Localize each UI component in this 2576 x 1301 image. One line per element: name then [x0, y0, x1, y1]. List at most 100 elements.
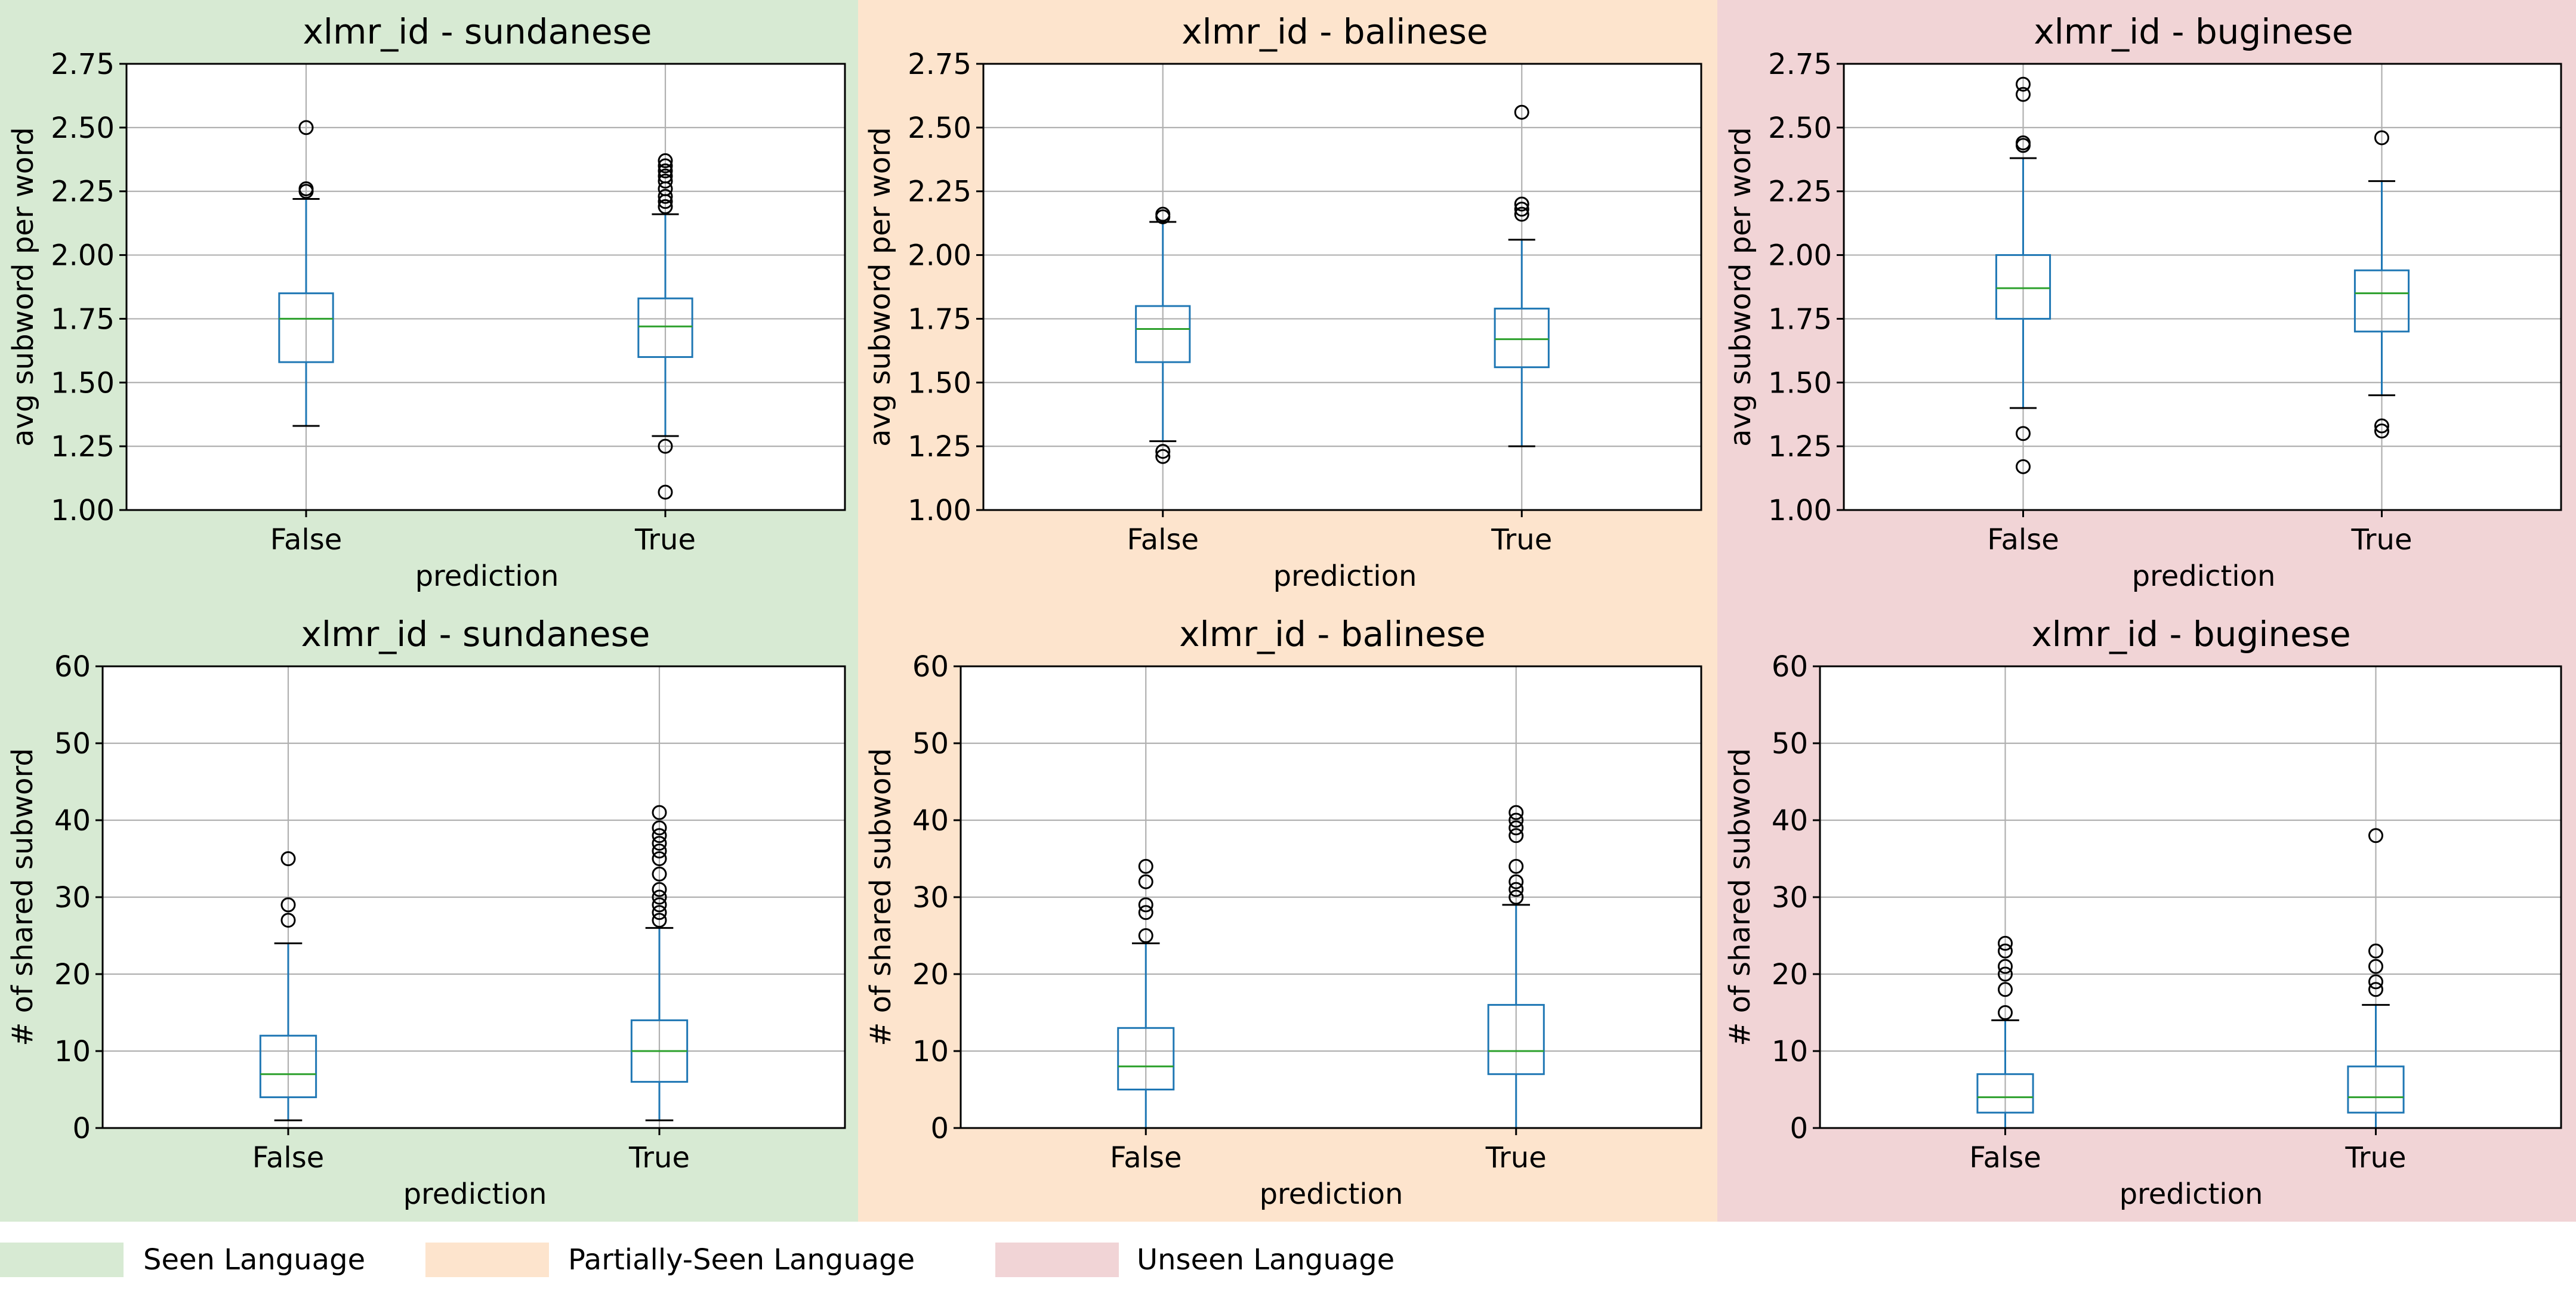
y-tick-label: 1.00	[51, 494, 115, 527]
y-tick-label: 1.25	[51, 430, 115, 463]
outlier-point	[658, 168, 673, 184]
plot-area	[983, 64, 1701, 510]
box-false	[1995, 76, 2051, 474]
x-tick-label: False	[252, 1141, 325, 1175]
y-tick-label: 50	[1772, 727, 1808, 761]
outlier-point	[280, 913, 296, 928]
y-tick-label: 1.75	[1768, 302, 1832, 336]
iqr-box	[637, 297, 693, 359]
chart-6: 0 10 20 30 40 50 60 False True prediction # of sha…	[1723, 614, 2562, 1211]
outlier-point	[1998, 1005, 2013, 1020]
outlier-point	[2374, 130, 2389, 146]
y-tick-label: 0	[72, 1112, 91, 1145]
x-axis-label: prediction	[2132, 560, 2276, 593]
outlier-point	[1138, 858, 1153, 874]
x-tick-label: False	[1987, 523, 2059, 557]
outlier-point	[658, 438, 673, 454]
outlier-point	[658, 174, 673, 189]
x-tick-label: False	[1127, 523, 1199, 557]
y-tick-label: 0	[930, 1112, 949, 1145]
outlier-point	[1155, 449, 1171, 464]
y-tick-label: 60	[1772, 650, 1808, 684]
box-false	[278, 120, 334, 427]
outlier-point	[652, 843, 667, 859]
y-tick-label: 2.75	[51, 48, 115, 81]
x-tick-label: False	[1969, 1141, 2041, 1175]
outlier-point	[658, 484, 673, 500]
outlier-point	[2374, 418, 2389, 434]
y-tick-label: 30	[54, 881, 91, 914]
x-axis-label: prediction	[1260, 1178, 1403, 1211]
y-tick-label: 2.25	[1768, 175, 1832, 209]
y-tick-label: 10	[54, 1035, 91, 1068]
legend-label: Seen Language	[143, 1243, 365, 1277]
axes-frame	[982, 63, 1702, 511]
y-tick-label: 1.25	[1768, 430, 1832, 463]
y-tick-label: 2.00	[908, 239, 971, 273]
chart-4: 0 10 20 30 40 50 60 False True prediction # of sha…	[6, 614, 846, 1211]
chart-title: xlmr_id - balinese	[1181, 11, 1488, 52]
y-tick-label: 1.25	[908, 430, 971, 463]
plot-area	[127, 64, 845, 510]
x-tick-label: False	[270, 523, 343, 557]
iqr-box	[259, 1034, 317, 1098]
y-tick-label: 50	[54, 727, 91, 761]
iqr-box	[1135, 305, 1191, 363]
outlier-point	[658, 199, 673, 214]
outlier-point	[1998, 935, 2013, 951]
y-tick-label: 30	[912, 881, 949, 914]
chart-3: 1.00 1.25 1.50 1.75 2.00 2.25 2.50 2.75 False Tru…	[1724, 11, 2562, 593]
y-tick-label: 1.50	[908, 366, 971, 400]
y-tick-label: 20	[912, 958, 949, 991]
iqr-box	[1976, 1073, 2034, 1114]
y-tick-label: 0	[1790, 1112, 1808, 1145]
x-axis-label: prediction	[2120, 1178, 2263, 1211]
x-tick-label: True	[628, 1141, 690, 1175]
y-tick-label: 1.50	[1768, 366, 1832, 400]
outlier-point	[2016, 76, 2031, 92]
outlier-point	[298, 181, 314, 196]
y-tick-label: 1.75	[908, 302, 971, 336]
outlier-point	[658, 153, 673, 168]
y-tick-label: 1.75	[51, 302, 115, 336]
chart-title: xlmr_id - buginese	[2034, 11, 2353, 52]
y-tick-label: 2.50	[908, 112, 971, 145]
outlier-point	[1998, 943, 2013, 959]
plot-area	[1844, 64, 2561, 510]
chart-title: xlmr_id - buginese	[2031, 614, 2350, 654]
outlier-point	[2016, 135, 2031, 151]
outlier-point	[652, 836, 667, 851]
outlier-point	[298, 120, 314, 135]
y-tick-label: 1.50	[51, 366, 115, 400]
outlier-point	[652, 828, 667, 843]
axes-frame	[125, 63, 846, 511]
iqr-box	[1487, 1004, 1545, 1076]
y-tick-label: 2.25	[51, 175, 115, 209]
x-axis-label: prediction	[1273, 560, 1417, 593]
outlier-point	[1514, 104, 1529, 120]
legend-swatch	[425, 1243, 549, 1277]
outlier-point	[1138, 897, 1153, 913]
box-false	[259, 851, 317, 1121]
y-axis-label: # of shared subword	[864, 748, 897, 1046]
outlier-point	[1508, 828, 1524, 843]
y-tick-label: 30	[1772, 881, 1808, 914]
y-tick-label: 10	[912, 1035, 949, 1068]
y-tick-label: 2.75	[1768, 48, 1832, 81]
legend-item-2: Partially-Seen Language	[425, 1243, 915, 1277]
outlier-point	[2368, 959, 2383, 974]
outlier-point	[658, 163, 673, 179]
outlier-point	[658, 188, 673, 204]
legend-item-1: Seen Language	[0, 1243, 365, 1277]
y-tick-label: 20	[1772, 958, 1808, 991]
outlier-point	[652, 851, 667, 866]
outlier-point	[1514, 202, 1529, 217]
box-true	[2353, 130, 2410, 438]
box-true	[1494, 104, 1550, 447]
chart-1: 1.00 1.25 1.50 1.75 2.00 2.25 2.50 2.75 False Tru…	[7, 11, 846, 593]
x-tick-label: False	[1110, 1141, 1182, 1175]
axes-frame	[1843, 63, 2562, 511]
legend-swatch	[0, 1243, 124, 1277]
outlier-point	[1155, 206, 1171, 222]
